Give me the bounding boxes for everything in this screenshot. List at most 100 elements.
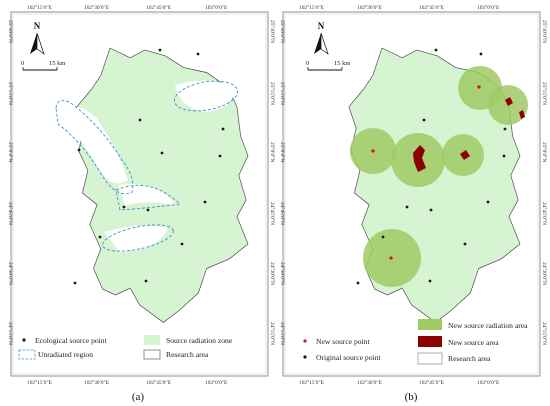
ecological-source-point: [158, 48, 162, 52]
tick-left: 25°0′0″N: [279, 142, 286, 162]
tick-right: 24°45′0″N: [541, 202, 548, 225]
new-source-area: [460, 150, 470, 160]
unradiated-patch: [104, 225, 168, 252]
unradiated-outline: [173, 80, 239, 112]
new-source-point: [477, 85, 481, 89]
tick-bottom: 102°15′0″E: [27, 379, 53, 386]
tick-top: 102°45′0″E: [419, 4, 445, 11]
original-source-point: [502, 154, 506, 158]
tick-left: 25°0′0″N: [7, 142, 14, 162]
new-source-area: [519, 110, 525, 119]
tick-left: 24°30′0″N: [279, 262, 286, 285]
ecological-source-point: [180, 242, 184, 246]
tick-bottom: 102°30′0″E: [84, 379, 110, 386]
tick-top: 103°0′0″E: [205, 4, 228, 11]
svg-text:New source area: New source area: [448, 338, 499, 347]
tick-bottom: 103°0′0″E: [477, 379, 500, 386]
tick-right: 24°15′0″N: [269, 322, 276, 345]
tick-top: 103°0′0″E: [477, 4, 500, 11]
original-source-point: [429, 208, 433, 212]
original-source-point: [405, 205, 409, 209]
svg-text:0: 0: [306, 60, 309, 67]
svg-text:0: 0: [21, 60, 24, 67]
panel-b: N 0 15 km New source radiation area New …: [279, 4, 548, 403]
svg-text:New source point: New source point: [316, 337, 370, 346]
svg-text:Research area: Research area: [166, 350, 209, 359]
tick-bottom: 102°45′0″E: [419, 379, 445, 386]
tick-bottom: 102°30′0″E: [357, 379, 383, 386]
tick-right: 24°30′0″N: [269, 262, 276, 285]
tick-left: 25°30′0″N: [7, 20, 14, 43]
new-source-point: [389, 256, 393, 260]
original-source-point: [422, 118, 426, 122]
ecological-source-point: [98, 235, 102, 239]
original-source-point: [434, 48, 438, 52]
original-source-point: [381, 235, 385, 239]
svg-text:15 km: 15 km: [49, 60, 65, 67]
legend-a: Ecological source point Source radiation…: [18, 335, 233, 360]
ecological-source-point: [77, 148, 81, 152]
panel-label-a: (a): [132, 391, 145, 403]
ecological-source-point: [122, 205, 126, 209]
ecological-source-point: [144, 279, 148, 283]
unradiated-patch: [175, 80, 236, 112]
unradiated-patch: [62, 106, 128, 184]
tick-right: 24°30′0″N: [541, 262, 548, 285]
original-source-point: [503, 127, 507, 131]
tick-right: 25°30′0″N: [541, 20, 548, 43]
svg-text:N: N: [34, 21, 41, 31]
tick-bottom: 103°0′0″E: [205, 379, 228, 386]
original-source-point: [463, 242, 467, 246]
ecological-source-point: [196, 52, 200, 56]
ecological-source-point: [221, 127, 225, 131]
ecological-source-point: [146, 208, 150, 212]
ecological-source-point: [138, 118, 142, 122]
tick-left: 25°15′0″N: [279, 82, 286, 105]
tick-right: 25°0′0″N: [269, 142, 276, 162]
tick-right: 25°15′0″N: [269, 82, 276, 105]
tick-left: 24°30′0″N: [7, 262, 14, 285]
tick-left: 24°45′0″N: [7, 202, 14, 225]
svg-text:Research area: Research area: [448, 354, 491, 363]
svg-text:15 km: 15 km: [334, 60, 350, 67]
unradiated-outline: [115, 184, 182, 211]
original-source-point: [428, 279, 432, 283]
original-source-point: [486, 200, 490, 204]
tick-right: 25°0′0″N: [541, 142, 548, 162]
tick-left: 25°30′0″N: [279, 20, 286, 43]
ecological-source-point: [160, 151, 164, 155]
ecological-source-point: [73, 281, 77, 285]
tick-bottom: 102°45′0″E: [146, 379, 172, 386]
svg-text:Original source point: Original source point: [316, 353, 381, 362]
svg-text:Source radiation zone: Source radiation zone: [166, 336, 233, 345]
tick-left: 24°45′0″N: [279, 202, 286, 225]
new-source-area: [505, 97, 513, 106]
new-source-point: [371, 149, 375, 153]
panel-label-b: (b): [405, 391, 418, 403]
unradiated-patch: [118, 184, 175, 205]
svg-text:New source radiation area: New source radiation area: [448, 321, 528, 330]
ecological-source-point: [203, 200, 207, 204]
tick-right: 25°15′0″N: [541, 82, 548, 105]
original-source-point: [479, 52, 483, 56]
tick-left: 24°15′0″N: [279, 322, 286, 345]
svg-text:Ecological source point: Ecological source point: [35, 336, 108, 345]
legend-b: New source radiation area New source poi…: [303, 319, 528, 365]
tick-top: 102°15′0″E: [27, 4, 53, 11]
tick-right: 24°45′0″N: [269, 202, 276, 225]
panel-a: N 0 15 km Ecological source point Source…: [7, 4, 276, 403]
tick-top: 102°45′0″E: [146, 4, 172, 11]
tick-top: 102°30′0″E: [84, 4, 110, 11]
north-arrow: N: [30, 21, 45, 55]
ecological-source-point: [218, 154, 222, 158]
unradiated-outline: [102, 224, 174, 252]
tick-top: 102°30′0″E: [357, 4, 383, 11]
tick-left: 25°15′0″N: [7, 82, 14, 105]
tick-right: 24°15′0″N: [541, 322, 548, 345]
new-source-area: [413, 145, 426, 172]
scale-bar: 0 15 km: [306, 60, 350, 71]
scale-bar: 0 15 km: [21, 60, 65, 71]
svg-text:Unradiated region: Unradiated region: [38, 350, 93, 359]
tick-bottom: 102°15′0″E: [299, 379, 325, 386]
